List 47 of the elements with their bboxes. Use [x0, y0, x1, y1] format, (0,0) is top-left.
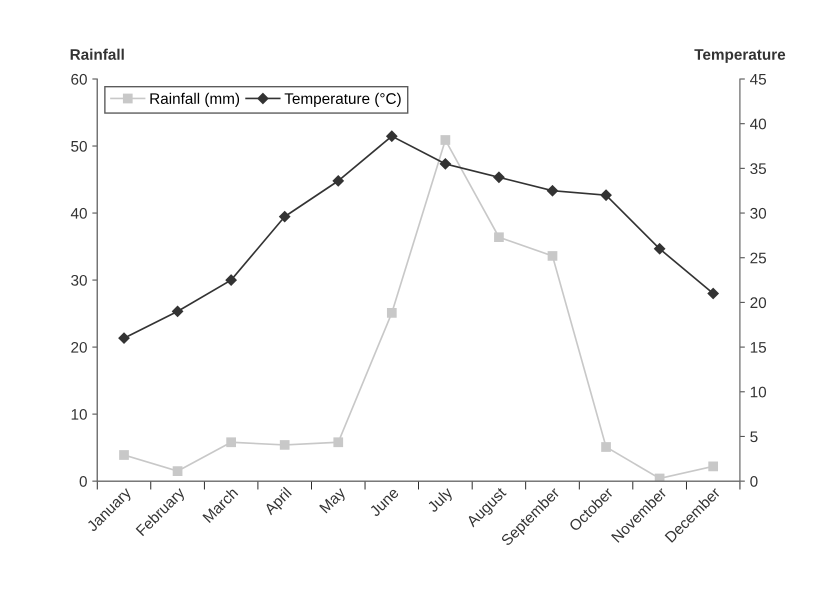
y2-tick-label: 35: [750, 163, 766, 174]
point: [440, 135, 450, 145]
point: [386, 130, 398, 142]
y2-tick-label: 30: [750, 208, 766, 219]
point: [333, 437, 344, 448]
y-tick-label: 20: [71, 342, 87, 353]
y2-tick-label: 15: [750, 342, 766, 353]
y2-tick-label: 0: [750, 476, 758, 487]
x-tick-label: May: [319, 486, 348, 516]
y-tick-label: 0: [80, 476, 87, 487]
point: [386, 308, 397, 318]
point: [548, 251, 558, 261]
x-tick-label: July: [426, 486, 456, 516]
point: [119, 450, 129, 460]
point: [279, 211, 290, 222]
point: [172, 466, 182, 476]
point: [494, 232, 504, 242]
y-tick-label: 60: [71, 74, 87, 85]
point: [708, 462, 718, 472]
y2-tick-label: 40: [750, 118, 766, 130]
y-tick-label: 40: [70, 208, 87, 219]
y2-tick-label: 5: [750, 431, 758, 442]
point: [493, 172, 505, 183]
point: [708, 288, 719, 300]
y-tick-label: 30: [71, 274, 87, 286]
point: [280, 440, 290, 450]
legend-label: Rainfall (mm): [150, 92, 240, 107]
y2-axis-title: Temperature: [694, 49, 786, 63]
point: [654, 474, 664, 482]
point: [600, 190, 612, 201]
point: [172, 306, 184, 317]
y2-tick-label: 10: [750, 386, 766, 398]
y-tick-label: 50: [71, 140, 87, 152]
y2-tick-label: 25: [750, 252, 766, 264]
y2-tick-label: 45: [750, 74, 766, 85]
legend-label: Temperature (°C): [284, 92, 401, 107]
y-tick-label: 10: [72, 408, 87, 420]
point: [226, 274, 237, 286]
point: [332, 175, 344, 186]
y-axis-title: Rainfall: [70, 48, 124, 60]
y2-tick-label: 20: [750, 297, 766, 308]
point: [654, 243, 666, 254]
point: [226, 437, 236, 448]
point: [546, 185, 558, 196]
point: [440, 158, 451, 170]
point: [601, 442, 611, 452]
point: [118, 332, 130, 344]
